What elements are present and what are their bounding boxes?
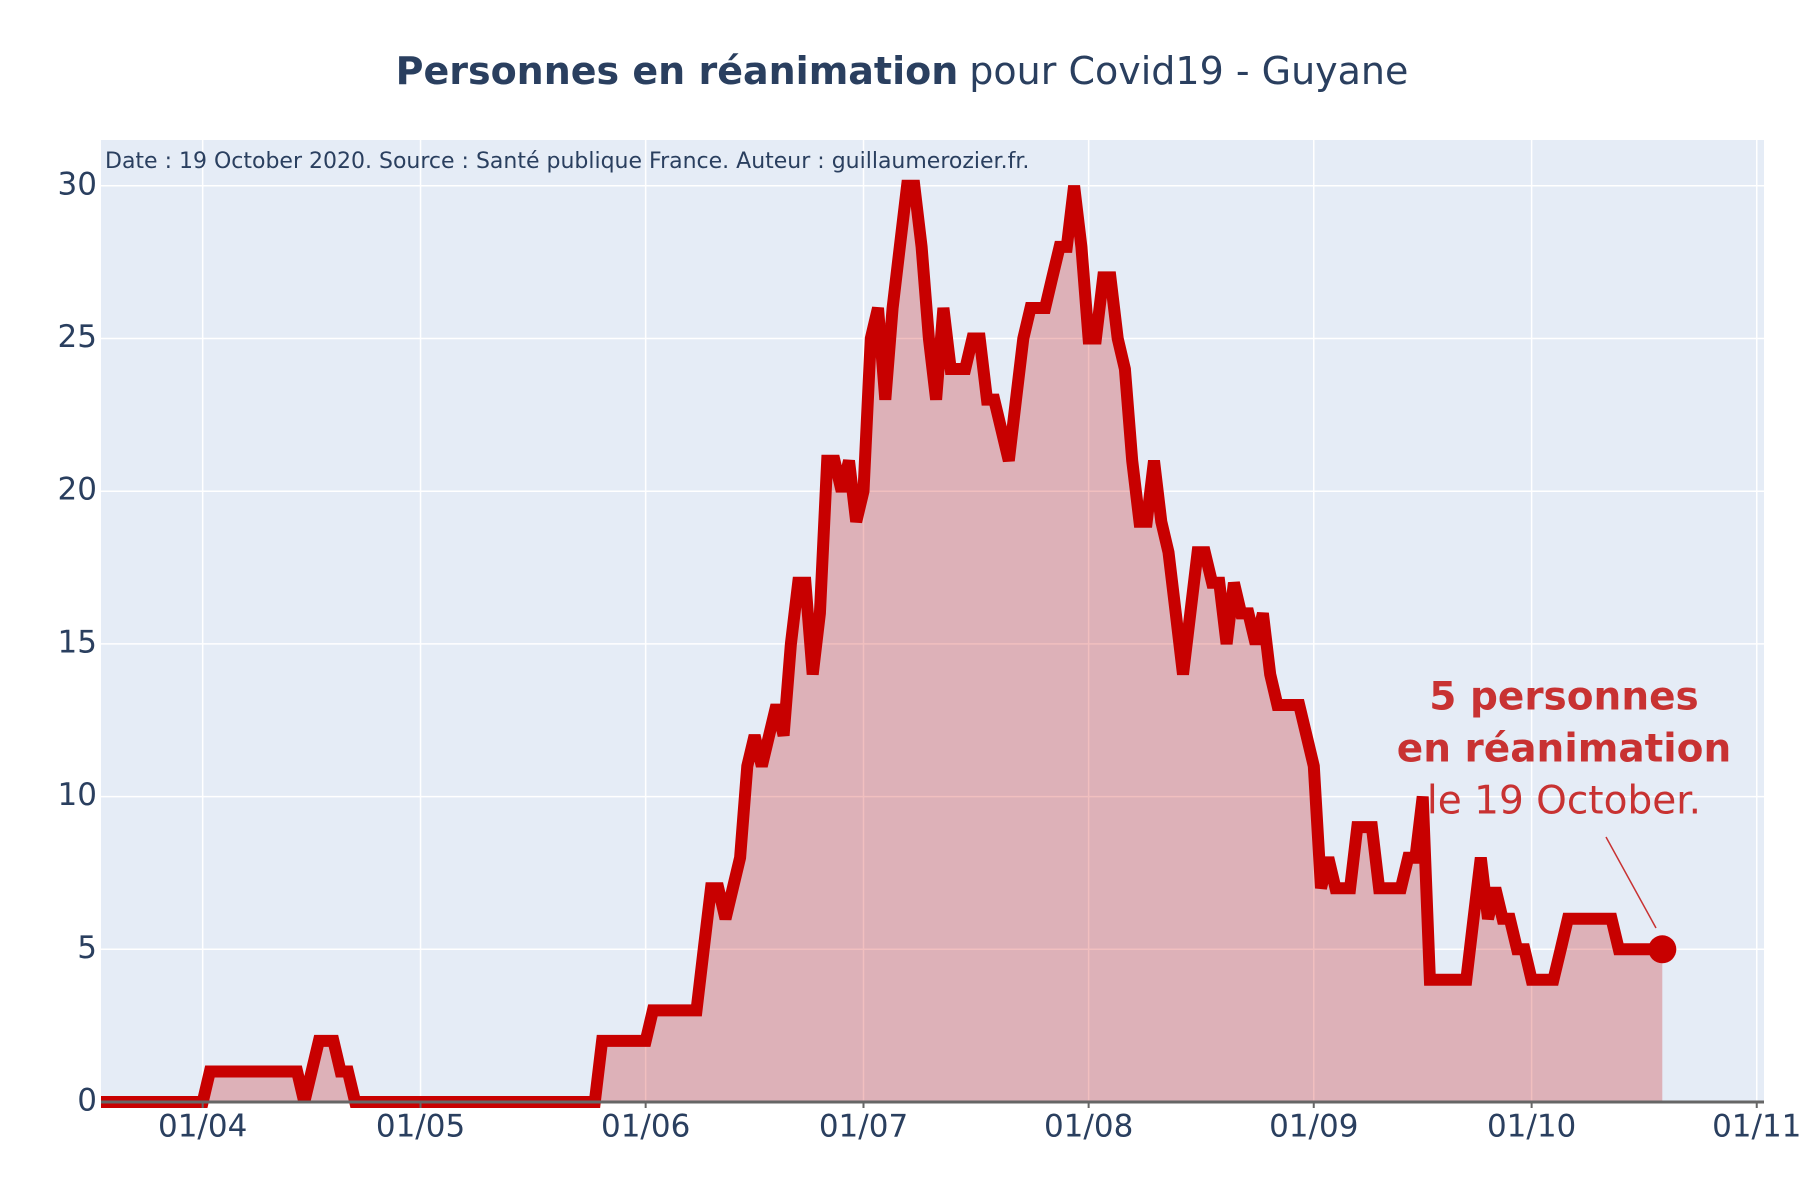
title-rest: pour Covid19 - Guyane: [969, 49, 1408, 93]
x-tick-label: 01/11: [1712, 1109, 1800, 1145]
x-tick-label: 01/07: [819, 1109, 908, 1145]
x-tick-label: 01/10: [1487, 1109, 1576, 1145]
annotation-line: en réanimation: [1397, 727, 1731, 772]
y-tick-label: 0: [77, 1083, 97, 1119]
y-tick-label: 15: [58, 624, 97, 660]
x-tick-label: 01/09: [1269, 1109, 1358, 1145]
title-bold: Personnes en réanimation: [396, 49, 959, 93]
y-tick-label: 10: [58, 777, 97, 813]
x-tick-label: 01/04: [158, 1109, 247, 1145]
x-tick-label: 01/05: [376, 1109, 465, 1145]
subtitle: Date : 19 October 2020. Source : Santé p…: [105, 149, 1029, 174]
last-point: [1648, 935, 1677, 964]
y-tick-label: 20: [58, 472, 97, 508]
y-tick-label: 30: [58, 166, 97, 202]
plot-area: [101, 140, 1764, 1102]
annotation: 5 personnes en réanimation le 19 October…: [1397, 675, 1731, 929]
x-tick-label: 01/06: [601, 1109, 690, 1145]
area: [101, 185, 1663, 1103]
grid: [101, 140, 1764, 1103]
annotation-line: 5 personnes: [1429, 675, 1699, 720]
y-tick-label: 5: [77, 930, 97, 966]
x-tick-label: 01/08: [1044, 1109, 1133, 1145]
annotation-line: le 19 October.: [1427, 779, 1701, 824]
chart-title: Personnes en réanimation pour Covid19 - G…: [396, 49, 1409, 93]
annotation-arrow: [1605, 836, 1657, 929]
y-tick-label: 25: [58, 319, 97, 355]
